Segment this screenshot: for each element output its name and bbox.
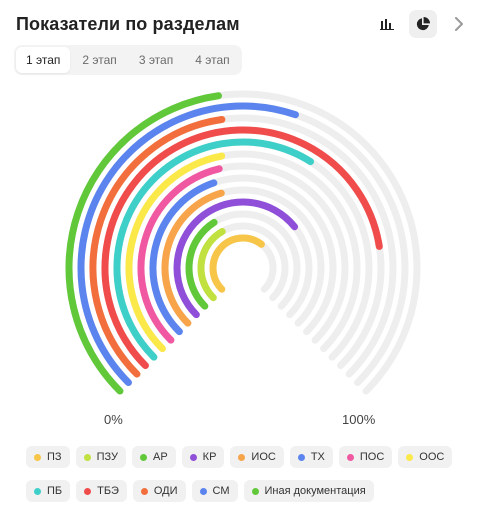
legend-label: Иная документация — [264, 485, 366, 497]
legend-color-dot — [251, 487, 259, 495]
legend-label: ОДИ — [153, 485, 178, 497]
tab-stage-3[interactable]: 3 этап — [138, 53, 174, 67]
legend-item[interactable]: Иная документация — [243, 480, 374, 502]
ring-bar[interactable] — [113, 138, 315, 361]
chart-legend: ПЗ ПЗУ АР КР ИОС ТХ ПОС ООС ПБ ТБЭ ОДИ СМ Иная докум… — [26, 446, 466, 502]
card-title: Показатели по разделам — [16, 14, 240, 34]
legend-item[interactable]: ООС — [398, 446, 453, 468]
ring-bar[interactable] — [89, 116, 226, 378]
legend-label: ООС — [419, 451, 445, 463]
legend-label: КР — [202, 451, 217, 463]
ring-bar[interactable] — [185, 218, 218, 310]
legend-color-dot — [238, 453, 246, 461]
next-button[interactable] — [445, 10, 473, 38]
ring-bar[interactable] — [149, 179, 218, 336]
legend-label: ИОС — [251, 451, 276, 463]
legend-color-dot — [84, 487, 92, 495]
bar-chart-icon — [380, 18, 394, 30]
legend-item[interactable]: ПБ — [26, 480, 71, 502]
legend-color-dot — [34, 487, 41, 495]
legend-color-dot — [346, 453, 354, 461]
legend-label: ПОС — [359, 451, 385, 463]
chevron-right-icon — [454, 17, 464, 31]
legend-color-dot — [83, 453, 91, 461]
ring-bar[interactable] — [65, 92, 222, 395]
legend-item[interactable]: ОДИ — [132, 480, 186, 502]
legend-color-dot — [297, 453, 305, 461]
legend-item[interactable]: АР — [131, 446, 176, 468]
axis-min-label: 0% — [104, 412, 123, 427]
legend-label: СМ — [212, 485, 230, 497]
ring-bar[interactable] — [101, 126, 383, 370]
legend-color-dot — [199, 487, 207, 495]
legend-color-dot — [140, 487, 148, 495]
ring-bar[interactable] — [137, 165, 223, 344]
legend-label: АР — [152, 451, 168, 463]
tab-stage-4[interactable]: 4 этап — [195, 53, 230, 67]
legend-label: ТХ — [310, 451, 325, 463]
legend-color-dot — [189, 453, 197, 461]
legend-item[interactable]: ПЗУ — [75, 446, 126, 468]
legend-color-dot — [139, 453, 147, 461]
legend-item[interactable]: ТБЭ — [76, 480, 127, 502]
ring-bar[interactable] — [161, 189, 225, 327]
legend-color-dot — [406, 453, 414, 461]
legend-item[interactable]: КР — [181, 446, 225, 468]
stage-tabs: 1 этап 2 этап 3 этап 4 этап — [14, 45, 242, 75]
axis-max-label: 100% — [342, 412, 376, 427]
legend-item[interactable]: ПОС — [338, 446, 393, 468]
tab-stage-2[interactable]: 2 этап — [82, 53, 117, 67]
radial-bar-chart — [65, 90, 421, 395]
legend-item[interactable]: СМ — [191, 480, 238, 502]
pie-chart-icon — [416, 17, 430, 31]
bar-chart-button[interactable] — [373, 10, 401, 38]
legend-item[interactable]: ИОС — [230, 446, 284, 468]
ring-bar[interactable] — [173, 198, 299, 319]
ring-bar[interactable] — [77, 102, 299, 387]
legend-label: ПЗУ — [96, 451, 118, 463]
legend-item[interactable]: ПЗ — [26, 446, 70, 468]
chart-toolbar — [373, 10, 473, 38]
legend-label: ТБЭ — [97, 485, 119, 497]
tab-stage-1[interactable]: 1 этап — [16, 47, 71, 73]
legend-label: ПБ — [47, 485, 63, 497]
pie-chart-button[interactable] — [409, 10, 437, 38]
ring-bar[interactable] — [209, 234, 265, 293]
ring-bar[interactable] — [125, 152, 226, 353]
legend-label: ПЗ — [47, 451, 62, 463]
legend-color-dot — [34, 453, 41, 461]
legend-item[interactable]: ТХ — [289, 446, 333, 468]
ring-bar[interactable] — [197, 228, 226, 302]
